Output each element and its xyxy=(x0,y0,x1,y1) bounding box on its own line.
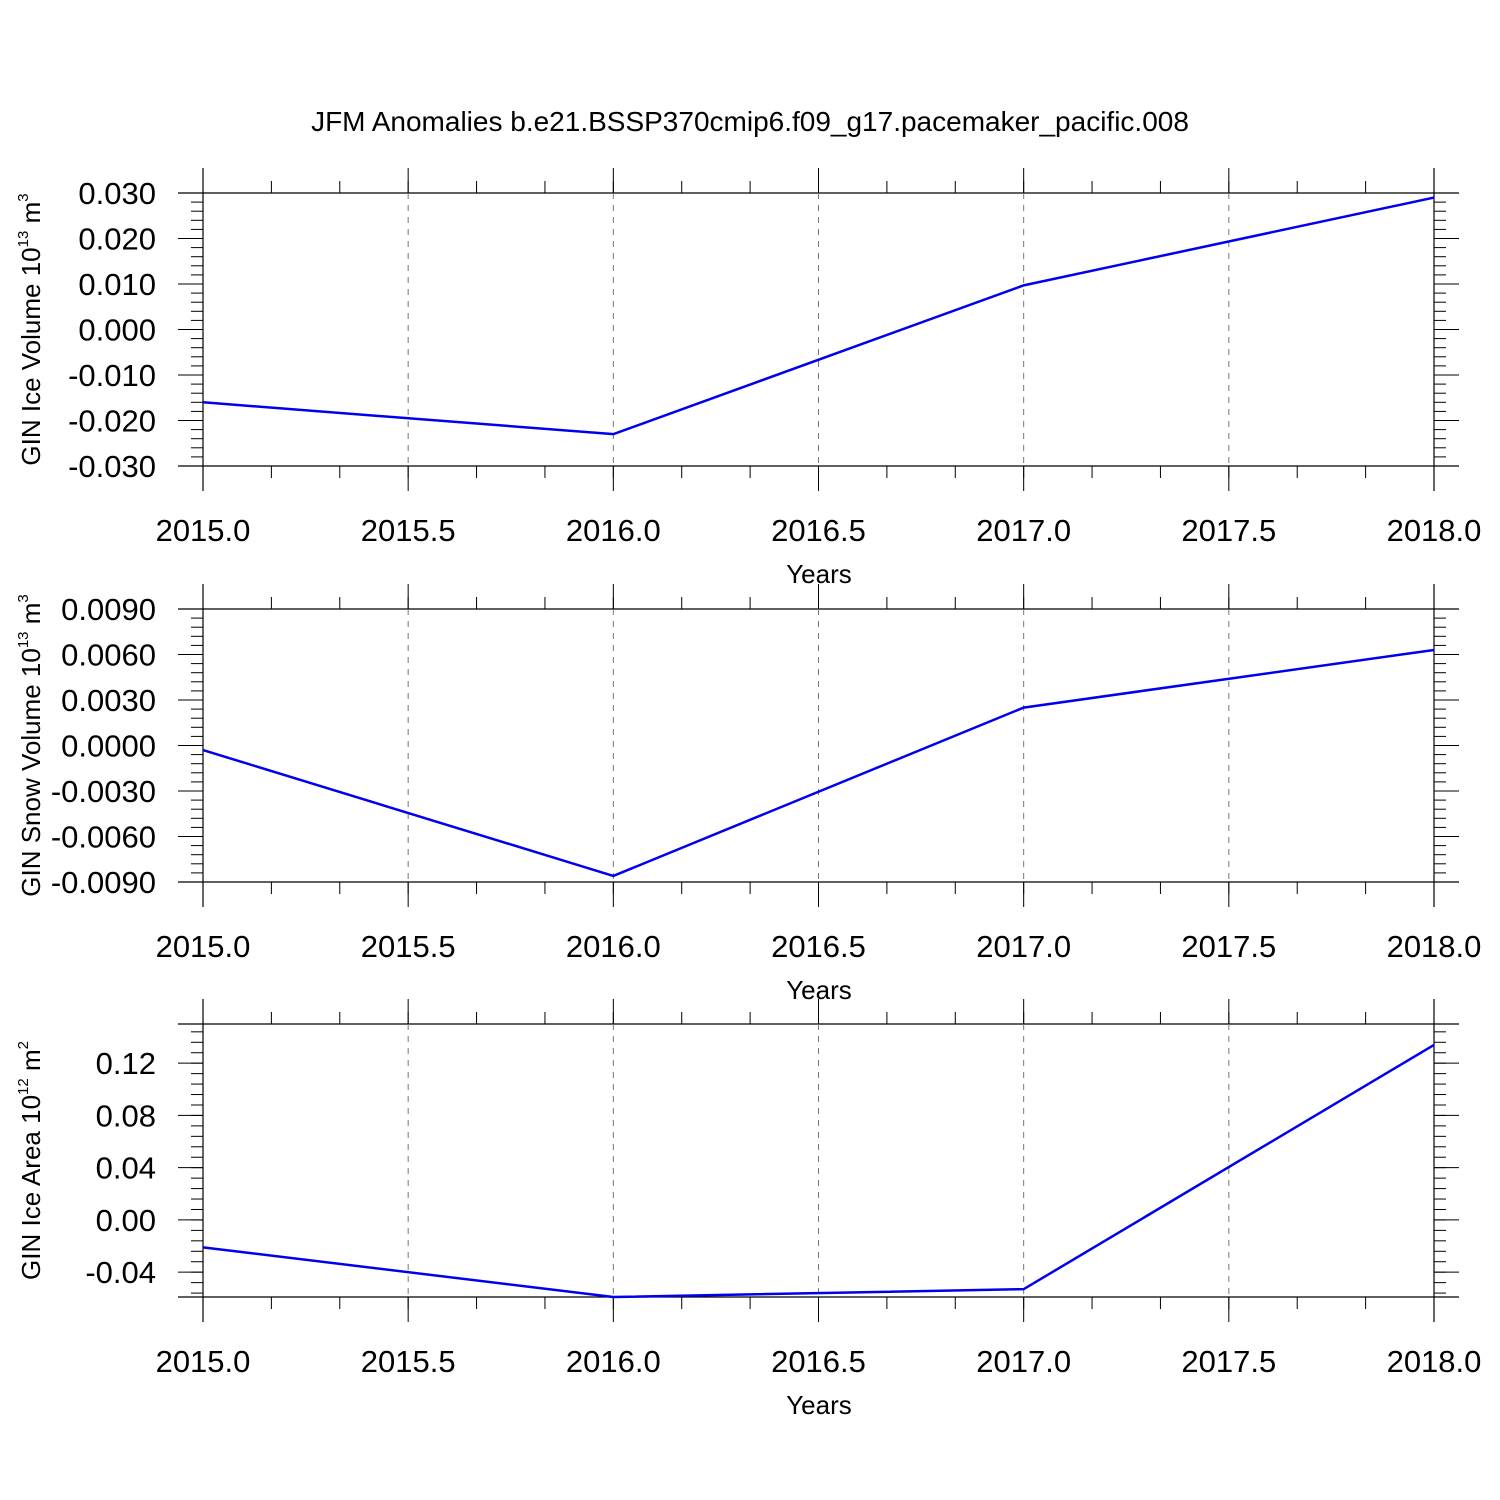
x-tick-label: 2017.5 xyxy=(1181,1344,1276,1379)
y-axis-label: GIN Snow Volume 1013 m3 xyxy=(15,594,46,897)
y-tick-label: -0.010 xyxy=(68,358,156,393)
x-tick-label: 2017.0 xyxy=(976,929,1071,964)
x-tick-label: 2018.0 xyxy=(1387,929,1482,964)
series-line xyxy=(202,196,1435,436)
panels: 2015.0 2015.5 2016.0 2016.5 2017.0 2017.5 2018… xyxy=(15,168,1481,1420)
y-tick-label: 0.08 xyxy=(96,1098,156,1133)
panel-2: 2015.0 2015.5 2016.0 2016.5 2017.0 2017.5 2018… xyxy=(15,584,1481,1005)
y-tick-label: 0.0030 xyxy=(61,683,156,718)
y-tick-label: 0.000 xyxy=(78,313,156,348)
x-tick-label: 2017.0 xyxy=(976,513,1071,548)
y-tick-label: -0.0060 xyxy=(51,820,156,855)
x-tick-label: 2015.0 xyxy=(156,513,251,548)
figure-title: JFM Anomalies b.e21.BSSP370cmip6.f09_g17… xyxy=(311,106,1189,137)
series-line xyxy=(202,648,1435,878)
x-tick-label: 2016.0 xyxy=(566,1344,661,1379)
x-tick-label: 2017.5 xyxy=(1181,513,1276,548)
y-tick-label: -0.04 xyxy=(85,1255,156,1290)
x-tick-label: 2015.5 xyxy=(361,513,456,548)
series-line xyxy=(202,1043,1435,1299)
y-tick-label: -0.020 xyxy=(68,404,156,439)
y-tick-label: 0.020 xyxy=(78,222,156,257)
x-tick-label: 2017.0 xyxy=(976,1344,1071,1379)
y-tick-label: -0.0030 xyxy=(51,774,156,809)
y-tick-label: 0.12 xyxy=(96,1046,156,1081)
x-tick-label: 2016.5 xyxy=(771,929,866,964)
x-tick-label: 2018.0 xyxy=(1387,1344,1482,1379)
x-tick-label: 2017.5 xyxy=(1181,929,1276,964)
y-axis-label: GIN Ice Area 1012 m2 xyxy=(15,1041,46,1280)
x-tick-label: 2015.5 xyxy=(361,1344,456,1379)
x-tick-label: 2016.0 xyxy=(566,929,661,964)
y-axis-label: GIN Ice Volume 1013 m3 xyxy=(15,193,46,465)
y-tick-label: 0.00 xyxy=(96,1203,156,1238)
x-tick-label: 2016.5 xyxy=(771,513,866,548)
panel-1: 2015.0 2015.5 2016.0 2016.5 2017.0 2017.5 2018… xyxy=(15,168,1481,589)
x-tick-label: 2015.0 xyxy=(156,929,251,964)
x-tick-label: 2016.5 xyxy=(771,1344,866,1379)
x-axis-label: Years xyxy=(786,1390,852,1420)
y-tick-label: 0.030 xyxy=(78,176,156,211)
y-tick-label: -0.0090 xyxy=(51,865,156,900)
y-tick-label: 0.0000 xyxy=(61,729,156,764)
x-tick-label: 2015.5 xyxy=(361,929,456,964)
y-tick-label: 0.04 xyxy=(96,1151,156,1186)
x-tick-label: 2018.0 xyxy=(1387,513,1482,548)
panel-3: 2015.0 2015.5 2016.0 2016.5 2017.0 2017.5 2018… xyxy=(15,999,1481,1420)
y-tick-label: 0.0090 xyxy=(61,592,156,627)
y-tick-label: 0.010 xyxy=(78,267,156,302)
x-tick-label: 2016.0 xyxy=(566,513,661,548)
y-tick-label: -0.030 xyxy=(68,449,156,484)
y-tick-label: 0.0060 xyxy=(61,638,156,673)
x-tick-label: 2015.0 xyxy=(156,1344,251,1379)
